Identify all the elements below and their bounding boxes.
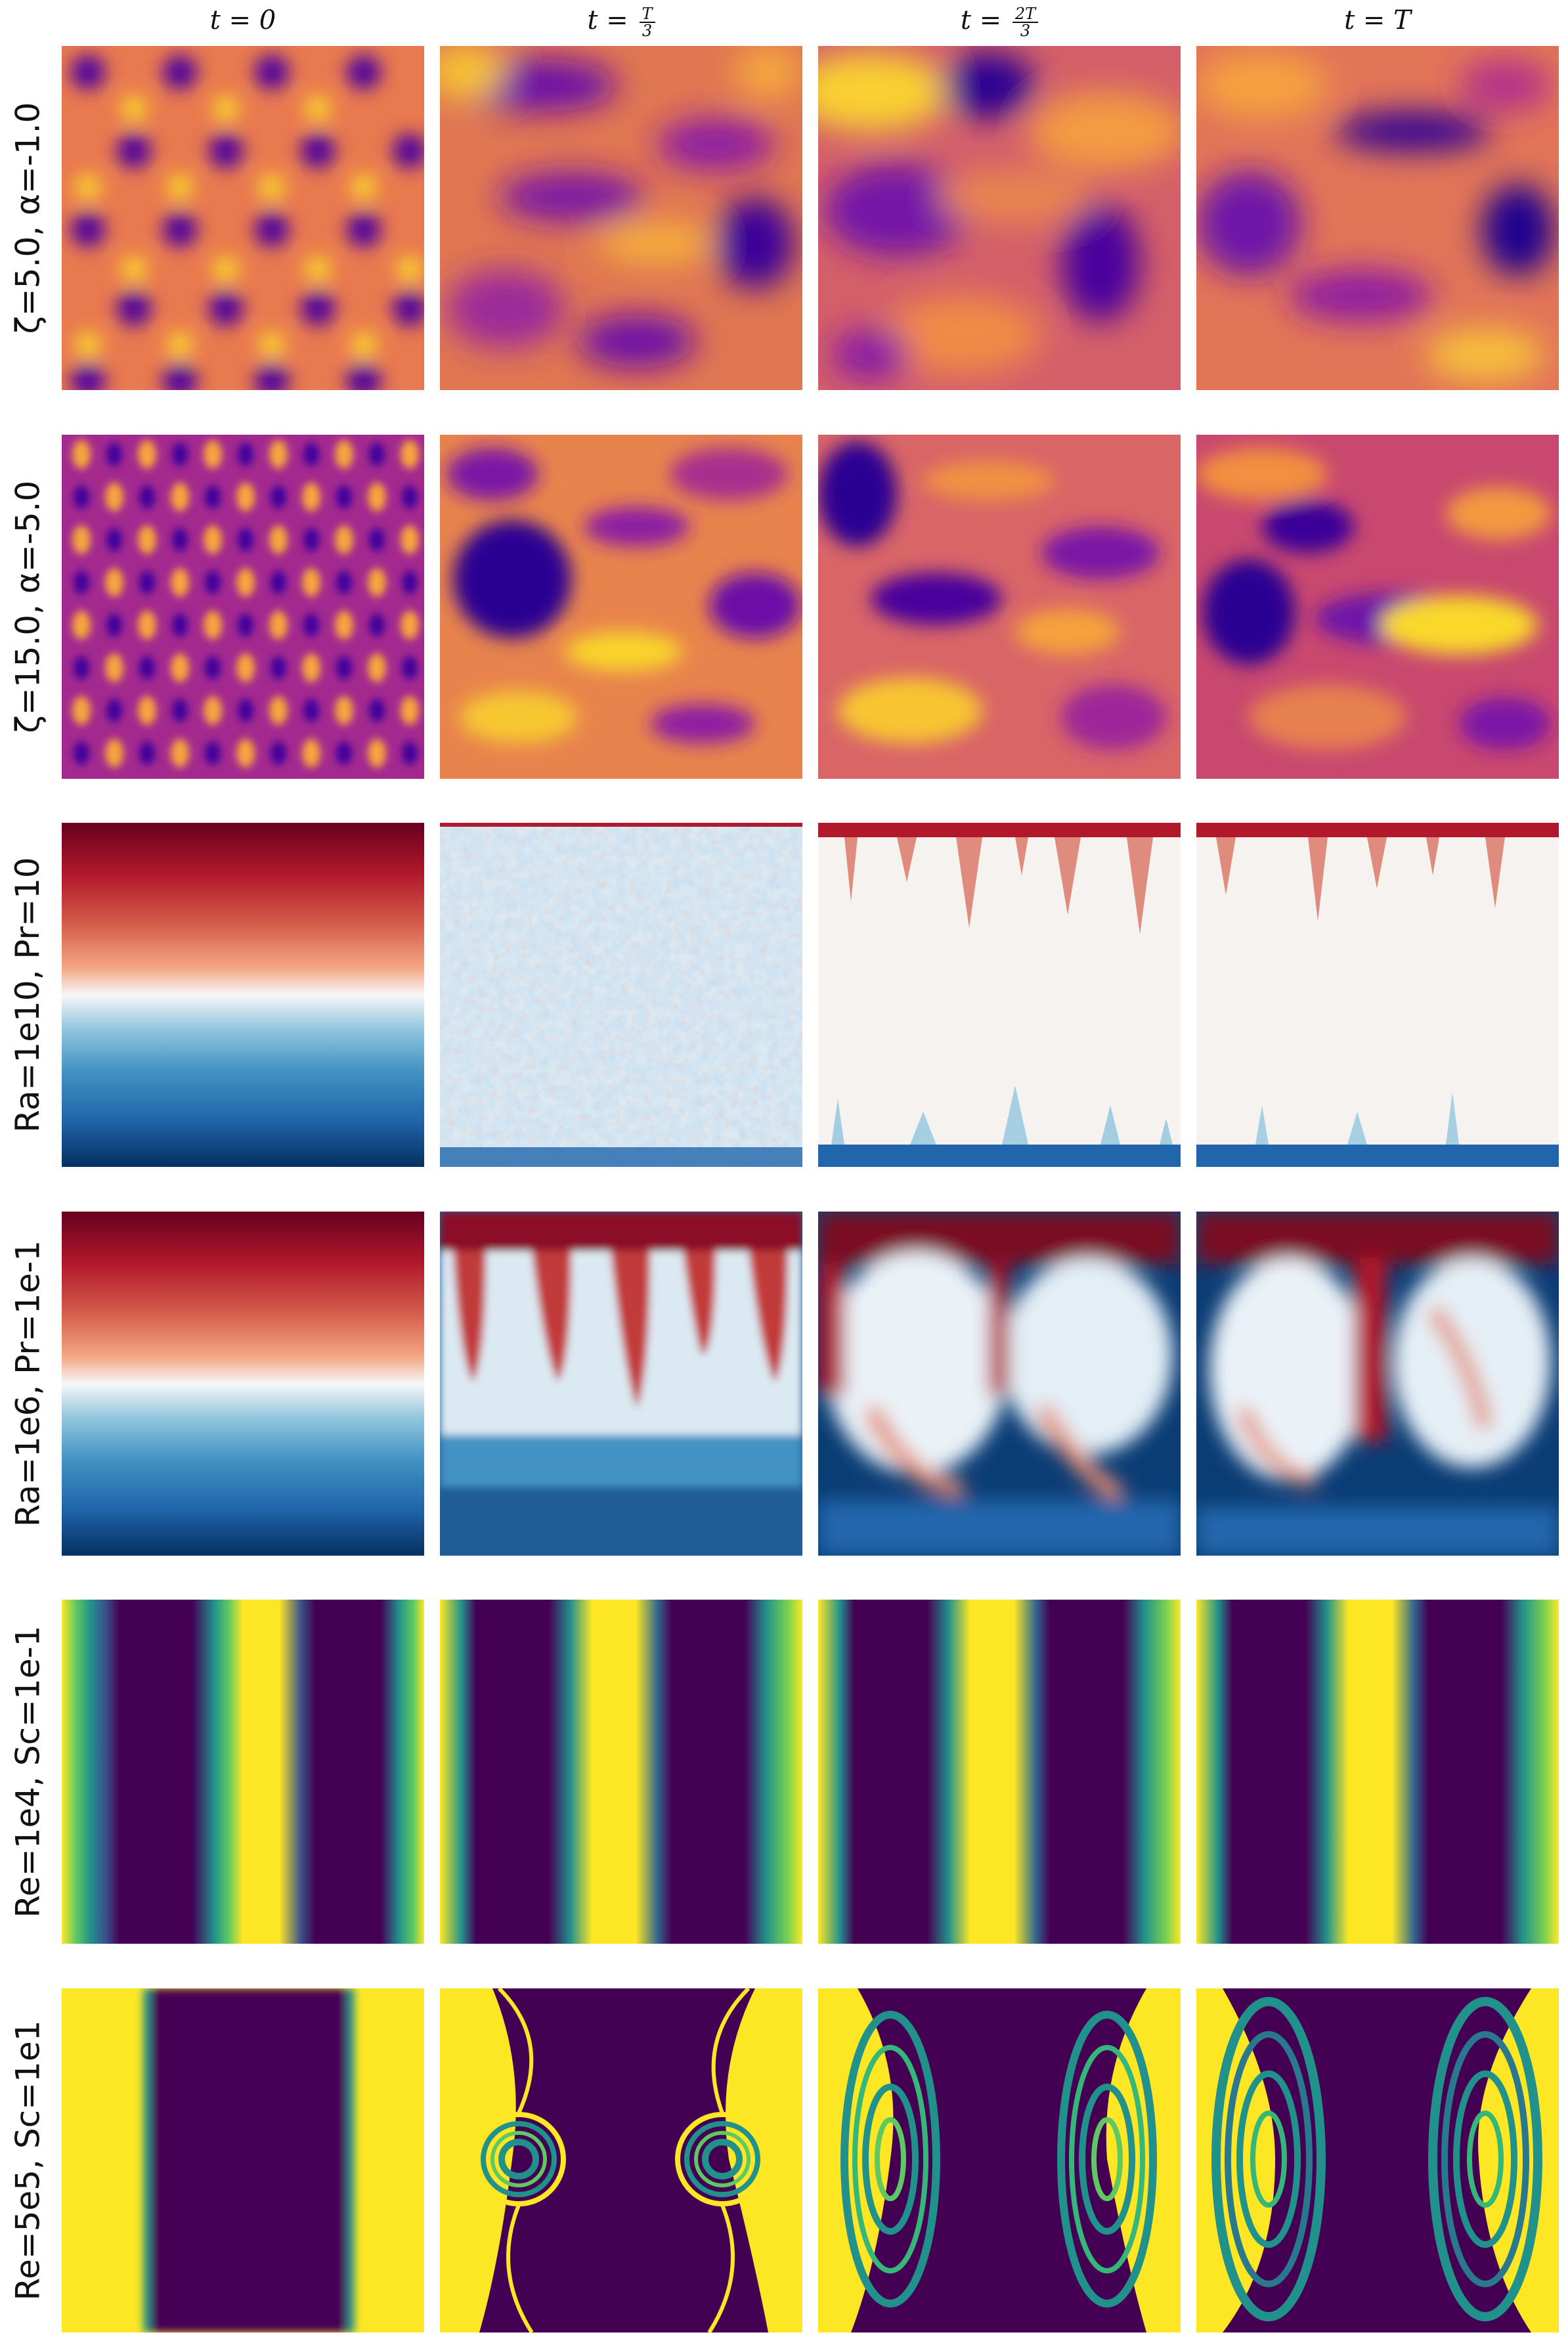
col-header-tT: t = T — [1196, 5, 1559, 35]
panel-r1-c2 — [440, 46, 802, 390]
col-header-prefix: t = — [960, 5, 1010, 35]
field-image — [440, 1212, 802, 1556]
panel-r3-c2 — [440, 823, 802, 1167]
field-image — [818, 823, 1181, 1167]
col-header-t0-text: t = 0 — [209, 5, 276, 35]
field-image — [62, 1600, 424, 1944]
fraction-numerator: T — [639, 6, 655, 23]
field-image — [818, 1212, 1181, 1556]
row-label-text: Ra=1e10, Pr=10 — [9, 857, 47, 1133]
panel-r2-c1 — [62, 435, 424, 779]
fraction-denominator: 3 — [1020, 22, 1031, 40]
field-image — [62, 435, 424, 779]
field-image — [1196, 823, 1559, 1167]
row-label-6: Re=5e5, Sc=1e1 — [0, 1988, 55, 2332]
panel-r6-c4 — [1196, 1988, 1559, 2332]
field-image — [440, 435, 802, 779]
field-image — [62, 46, 424, 390]
panel-r5-c1 — [62, 1600, 424, 1944]
panel-r5-c2 — [440, 1600, 802, 1944]
panel-r4-c4 — [1196, 1212, 1559, 1556]
field-image — [1196, 435, 1559, 779]
panel-r6-c1 — [62, 1988, 424, 2332]
field-image — [818, 435, 1181, 779]
panel-r1-c1 — [62, 46, 424, 390]
panel-r5-c4 — [1196, 1600, 1559, 1944]
field-image — [440, 1988, 802, 2332]
field-image — [1196, 46, 1559, 390]
panel-r2-c4 — [1196, 435, 1559, 779]
row-label-text: Re=1e4, Sc=1e-1 — [9, 1625, 47, 1918]
row-label-1: ζ=5.0, α=-1.0 — [0, 46, 55, 390]
panel-r6-c3 — [818, 1988, 1181, 2332]
row-label-4: Ra=1e6, Pr=1e-1 — [0, 1212, 55, 1556]
fraction-numerator: 2T — [1012, 6, 1039, 23]
row-label-3: Ra=1e10, Pr=10 — [0, 823, 55, 1167]
field-image — [62, 1212, 424, 1556]
panel-r3-c1 — [62, 823, 424, 1167]
panel-r4-c1 — [62, 1212, 424, 1556]
col-header-tT-text: t = T — [1344, 5, 1411, 35]
panel-r4-c2 — [440, 1212, 802, 1556]
row-label-text: ζ=15.0, α=-5.0 — [9, 480, 47, 734]
field-image — [62, 823, 424, 1167]
field-image — [818, 1600, 1181, 1944]
row-label-2: ζ=15.0, α=-5.0 — [0, 435, 55, 779]
field-image — [62, 1988, 424, 2332]
field-image — [440, 46, 802, 390]
field-image — [818, 46, 1181, 390]
panel-r6-c2 — [440, 1988, 802, 2332]
fraction-denominator: 3 — [642, 22, 653, 40]
panel-r3-c3 — [818, 823, 1181, 1167]
panel-r2-c3 — [818, 435, 1181, 779]
col-header-t-two-thirds: t = 2T 3 — [818, 5, 1181, 39]
panel-r3-c4 — [1196, 823, 1559, 1167]
fraction: 2T 3 — [1012, 6, 1039, 40]
field-image — [440, 823, 802, 1167]
row-label-text: ζ=5.0, α=-1.0 — [9, 102, 47, 334]
field-image — [818, 1988, 1181, 2332]
row-label-text: Ra=1e6, Pr=1e-1 — [9, 1240, 47, 1527]
panel-r5-c3 — [818, 1600, 1181, 1944]
col-header-t0: t = 0 — [62, 5, 424, 35]
row-label-5: Re=1e4, Sc=1e-1 — [0, 1600, 55, 1944]
field-image — [1196, 1988, 1559, 2332]
panel-r2-c2 — [440, 435, 802, 779]
row-label-text: Re=5e5, Sc=1e1 — [9, 2020, 47, 2301]
field-image — [1196, 1600, 1559, 1944]
field-image — [1196, 1212, 1559, 1556]
panel-r4-c3 — [818, 1212, 1181, 1556]
panel-r1-c3 — [818, 46, 1181, 390]
field-image — [440, 1600, 802, 1944]
col-header-prefix: t = — [587, 5, 637, 35]
panel-r1-c4 — [1196, 46, 1559, 390]
